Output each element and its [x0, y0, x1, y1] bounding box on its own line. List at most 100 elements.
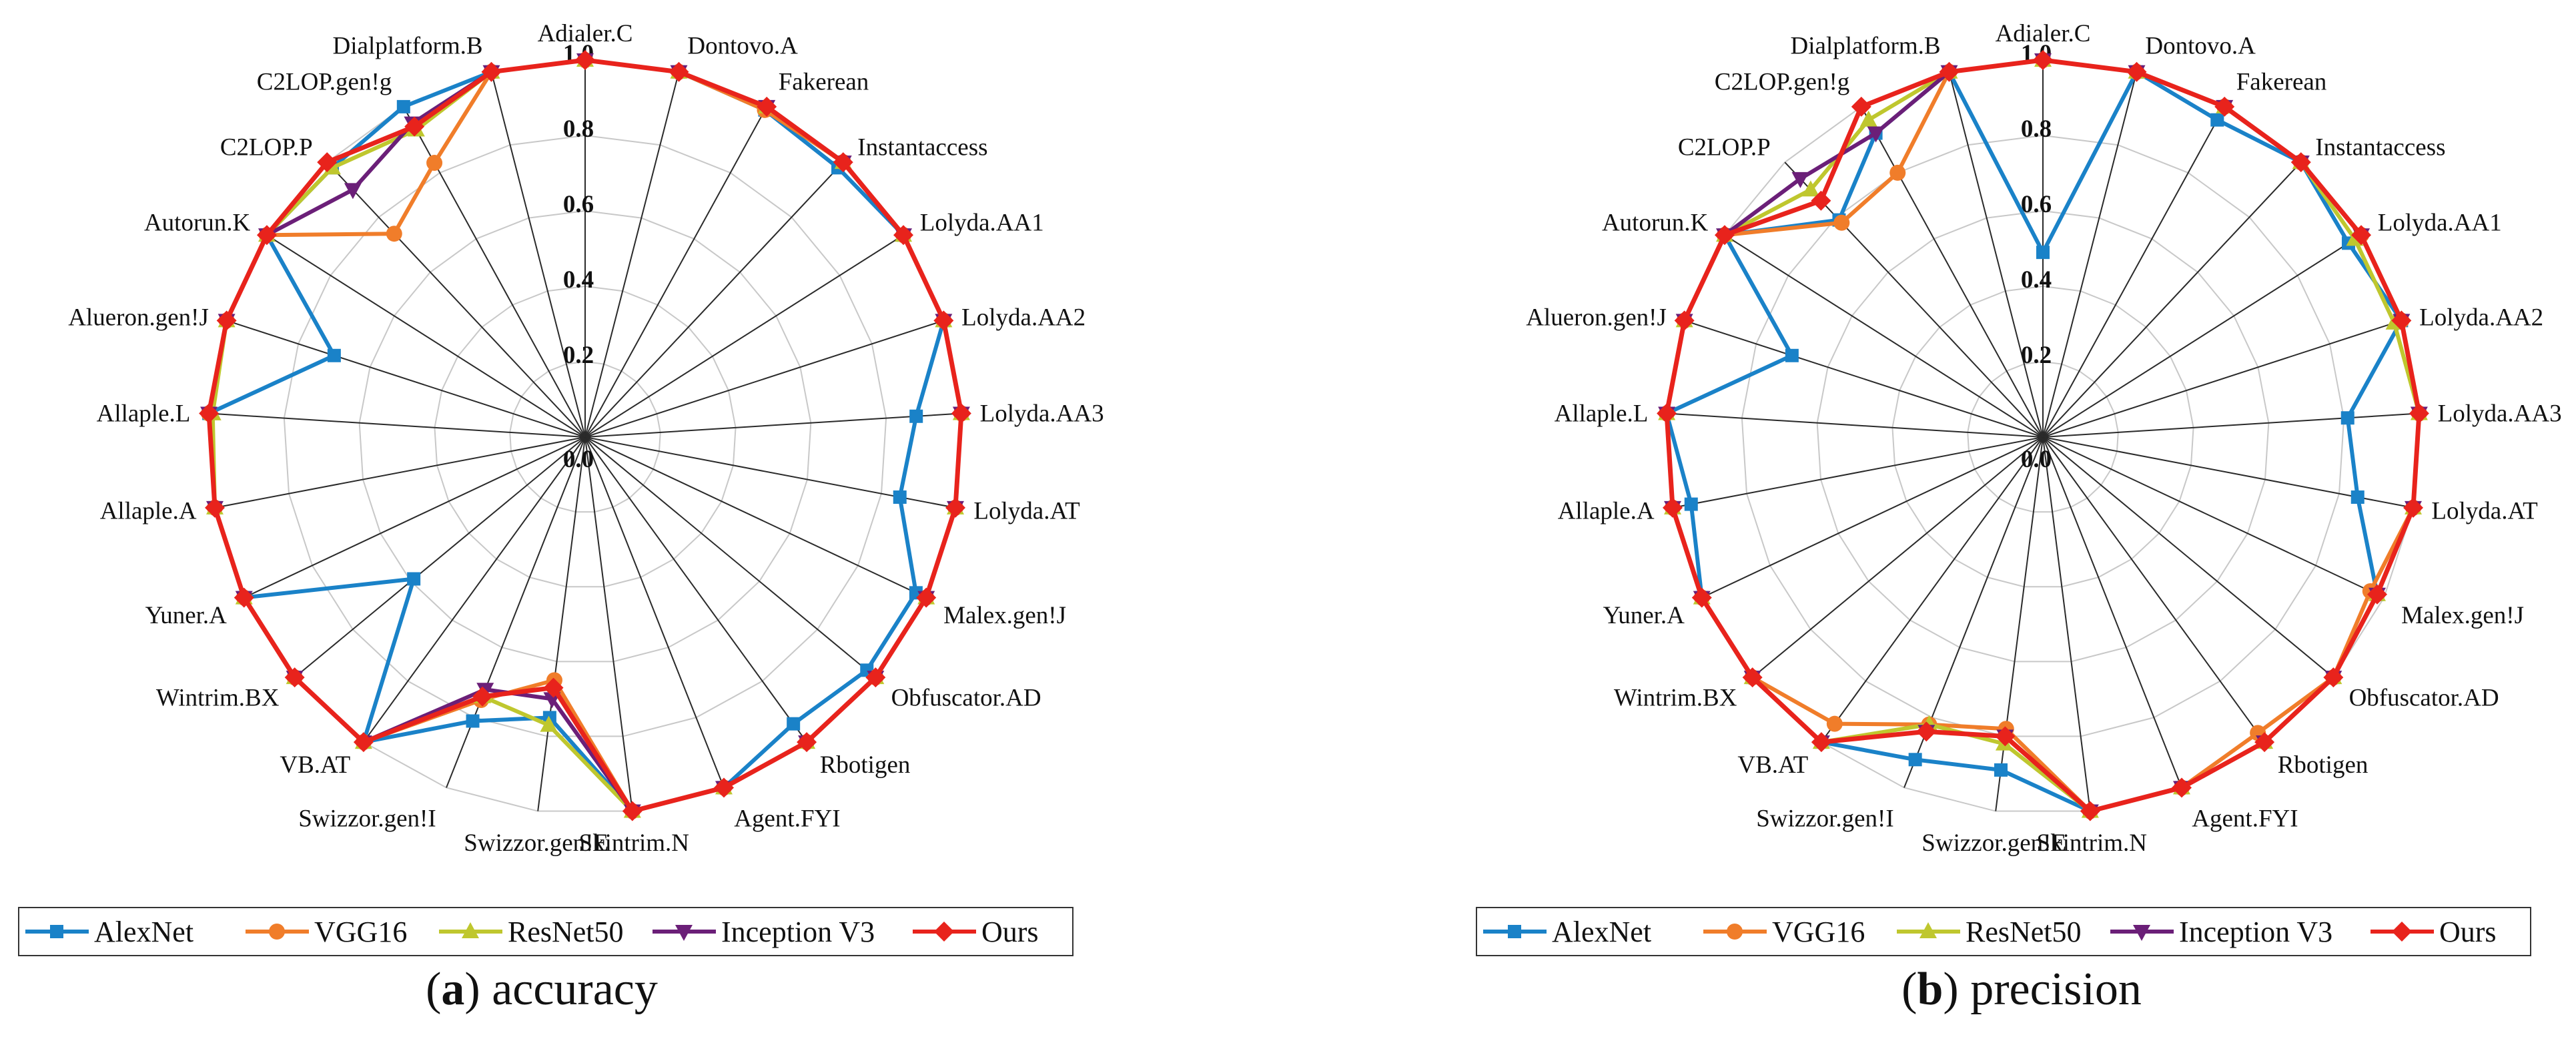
legend-item-inception-v3: Inception V3 — [2110, 916, 2332, 948]
series-ours — [1657, 50, 2429, 821]
legend-marker — [50, 925, 63, 938]
legend-marker — [1508, 925, 1521, 938]
spoke — [1724, 234, 2044, 438]
spoke — [2042, 412, 2419, 438]
axis-label-c2lop-gen-g: C2LOP.gen!g — [257, 69, 392, 96]
data-point — [1801, 180, 1819, 197]
tick-label: 0.2 — [563, 342, 594, 369]
data-point — [669, 61, 689, 82]
spoke — [1667, 412, 2044, 438]
legend-item-resnet50: ResNet50 — [439, 916, 624, 948]
radial-ticks: 0.00.20.40.60.81.0 — [563, 40, 594, 473]
data-point — [404, 116, 425, 137]
caption-open-paren: ( — [1901, 964, 1917, 1015]
axis-label-lolyda-aa1: Lolyda.AA1 — [920, 210, 1044, 237]
spoke — [266, 234, 586, 438]
axis-label-dontovo-a: Dontovo.A — [2145, 33, 2256, 60]
data-point — [426, 155, 443, 171]
legend-item-ours: Ours — [2371, 916, 2497, 948]
axis-label-autorun-k: Autorun.K — [144, 210, 251, 237]
legend: AlexNet VGG16 ResNet50 Inception V3 Ours — [1476, 907, 2531, 956]
data-point — [466, 714, 480, 728]
data-point — [1663, 497, 1683, 518]
spoke — [2042, 71, 2138, 438]
axis-label-obfuscator-ad: Obfuscator.AD — [891, 685, 1041, 712]
data-point — [1742, 667, 1763, 688]
data-point — [865, 667, 886, 688]
axis-label-malex-gen-j: Malex.gen!J — [2401, 602, 2524, 629]
spoke — [537, 436, 586, 811]
data-point — [2350, 490, 2365, 504]
spoke — [584, 412, 961, 438]
legend-label: Ours — [2439, 916, 2497, 948]
legend-marker — [2392, 922, 2412, 942]
grid-ring — [1741, 134, 2345, 737]
axis-label-dontovo-a: Dontovo.A — [687, 33, 798, 60]
tick-label: 0.6 — [563, 191, 594, 218]
spoke — [1672, 436, 2044, 508]
spoke — [584, 436, 725, 788]
data-point — [317, 152, 338, 173]
data-point — [916, 587, 937, 608]
tick-label: 0.0 — [2021, 446, 2052, 473]
axis-label-fakerean: Fakerean — [2236, 69, 2327, 96]
axis-label-dialplatform-b: Dialplatform.B — [333, 33, 483, 60]
legend-item-inception-v3: Inception V3 — [653, 916, 875, 948]
data-point — [2033, 50, 2053, 70]
tick-label: 0.8 — [2021, 115, 2052, 143]
legend-label: Inception V3 — [2179, 916, 2332, 948]
spoke — [584, 320, 944, 438]
data-point — [893, 225, 914, 246]
spoke — [584, 106, 768, 438]
legend-marker — [462, 922, 479, 938]
axis-label-wintrim-bx: Wintrim.BX — [1614, 685, 1737, 712]
spokes — [209, 60, 961, 811]
caption-open-paren: ( — [426, 964, 441, 1015]
data-point — [1995, 726, 2016, 747]
spoke — [584, 436, 807, 743]
axis-label-alueron-gen-j: Alueron.gen!J — [68, 304, 209, 331]
data-point — [205, 497, 226, 518]
data-point — [481, 61, 502, 82]
spoke — [2042, 234, 2362, 438]
axis-label-vb-at: VB.AT — [1737, 751, 1808, 779]
axis-label-swizzor-gen-i: Swizzor.gen!I — [298, 805, 436, 833]
spoke — [326, 161, 586, 438]
axis-label-instantaccess: Instantaccess — [2315, 134, 2445, 161]
spoke — [584, 436, 876, 678]
data-point — [1714, 225, 1735, 246]
data-point — [2210, 113, 2224, 127]
data-point — [893, 490, 907, 504]
radar-chart-precision: 0.00.20.40.60.81.0Adialer.CDontovo.AFake… — [1476, 20, 2562, 1015]
spoke — [363, 436, 586, 743]
spoke — [2042, 320, 2402, 438]
legend-box — [1476, 907, 2531, 956]
radar-chart-accuracy: 0.00.20.40.60.81.0Adialer.CDontovo.AFake… — [18, 20, 1104, 1015]
panel-caption: (a) accuracy — [426, 964, 658, 1015]
caption-close-paren: ) — [464, 964, 492, 1015]
data-point — [1791, 171, 1809, 188]
axis-label-swizzor-gen-e: Swizzor.gen!E — [1921, 829, 2066, 857]
data-point — [2351, 225, 2372, 246]
grid-ring — [1816, 210, 2270, 663]
data-point — [2254, 732, 2275, 753]
caption-close-paren: ) — [1943, 964, 1970, 1015]
legend-item-vgg16: VGG16 — [246, 916, 407, 948]
legend-marker — [934, 922, 954, 942]
data-point — [909, 409, 923, 423]
spoke — [1684, 320, 2044, 438]
radial-ticks: 0.00.20.40.60.81.0 — [2021, 40, 2052, 473]
axis-label-adialer-c: Adialer.C — [538, 20, 633, 47]
spoke — [2042, 436, 2385, 599]
spoke — [490, 71, 586, 438]
data-point — [797, 732, 817, 753]
category-labels: Adialer.C Dontovo.A Fakerean Instantaccess L… — [68, 20, 1104, 857]
legend-label: ResNet50 — [508, 916, 624, 948]
data-point — [2409, 403, 2429, 424]
grid-ring — [1967, 360, 2119, 513]
data-point — [256, 225, 277, 246]
data-point — [2367, 584, 2388, 605]
axis-label-allaple-a: Allaple.A — [1558, 498, 1655, 525]
axis-label-c2lop-gen-g: C2LOP.gen!g — [1715, 69, 1849, 96]
